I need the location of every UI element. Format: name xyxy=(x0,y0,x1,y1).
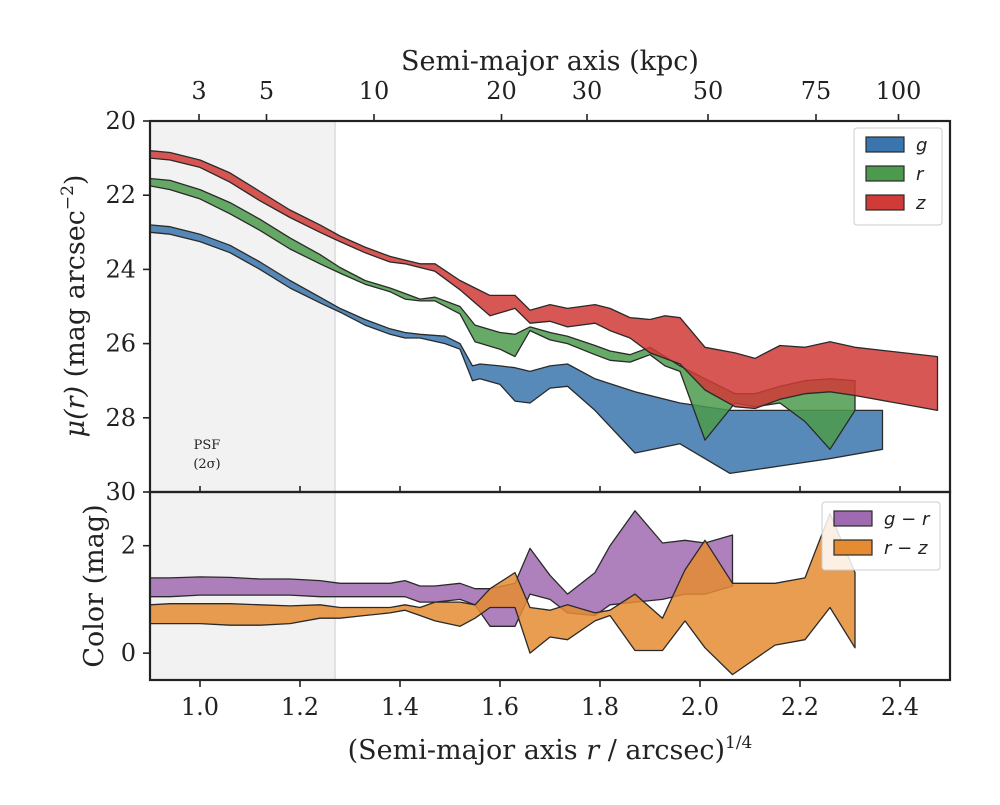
color-index-legend-label-a: r xyxy=(884,538,893,559)
top-y-axis-title-sup: −2 xyxy=(58,185,78,210)
top-x-tick-label-10: 10 xyxy=(359,77,390,105)
top-y-axis-title-var: μ(r) xyxy=(60,386,91,438)
x-tick-label-2-0: 2.0 xyxy=(681,693,719,721)
top-y-axis-title: μ(r) (mag arcsec−2) xyxy=(58,175,91,438)
top-y-axis-title-mid: (mag arcsec xyxy=(60,210,91,386)
x-tick-label-1-2: 1.2 xyxy=(281,693,319,721)
color-index-legend-swatch-g-r xyxy=(833,510,873,527)
x-axis-title-pre: (Semi-major axis xyxy=(348,735,587,766)
bottom-y-tick-label-2: 2 xyxy=(121,532,136,560)
x-tick-label-2-2: 2.2 xyxy=(781,693,819,721)
top-y-tick-label-30: 30 xyxy=(105,478,136,506)
top-y-tick-label-22: 22 xyxy=(105,181,136,209)
x-tick-label-1-8: 1.8 xyxy=(581,693,619,721)
color-index-r-z-band xyxy=(149,512,856,676)
color-index-legend-label-a: g xyxy=(884,509,895,530)
top-x-axis-title: Semi-major axis (kpc) xyxy=(401,46,699,77)
top-x-tick-label-75: 75 xyxy=(801,77,832,105)
top-y-tick-label-20: 20 xyxy=(105,107,136,135)
top-y-tick-label-26: 26 xyxy=(105,330,136,358)
x-axis-title: (Semi-major axis r / arcsec)1/4 xyxy=(348,733,753,766)
color-series-layer xyxy=(149,510,856,676)
color-index-legend-label-b: r xyxy=(922,509,931,530)
color-index-legend-label-op: − xyxy=(895,509,922,530)
top-x-tick-label-100: 100 xyxy=(876,77,922,105)
x-tick-label-1-6: 1.6 xyxy=(481,693,519,721)
brightness-legend-swatch-g xyxy=(865,136,905,153)
axes-frames xyxy=(148,119,952,682)
color-index-legend-label-op: − xyxy=(891,538,918,559)
psf-label-line1: PSF xyxy=(194,438,221,453)
brightness-legend-label-g: g xyxy=(916,135,927,156)
color-index-legend-swatch-r-z xyxy=(833,539,873,556)
top-x-tick-label-30: 30 xyxy=(572,77,603,105)
color-index-legend-label-g-r: g − r xyxy=(884,509,931,530)
brightness-legend-label-r: r xyxy=(916,164,925,185)
x-axis-title-sup: 1/4 xyxy=(725,733,752,753)
brightness-series-layer xyxy=(149,150,939,475)
brightness-r-band xyxy=(149,177,856,450)
color-index-legend-label-r-z: r − z xyxy=(884,538,928,559)
color-index-legend-label-b: z xyxy=(917,538,928,559)
top-y-tick-label-28: 28 xyxy=(105,404,136,432)
brightness-legend-swatch-z xyxy=(865,194,905,211)
top-x-tick-label-5: 5 xyxy=(259,77,274,105)
top-x-tick-label-50: 50 xyxy=(693,77,724,105)
brightness-legend-label-z: z xyxy=(915,193,926,214)
bottom-y-tick-label-0: 0 xyxy=(121,639,136,667)
x-tick-label-1-0: 1.0 xyxy=(181,693,219,721)
bottom-y-axis-title: Color (mag) xyxy=(79,504,110,667)
brightness-z-band xyxy=(149,150,939,412)
x-tick-label-1-4: 1.4 xyxy=(381,693,419,721)
ticks-layer: 1.0 1.2 1.4 1.6 1.8 2.0 2.2 2.43 5 10 20 30 50 75 1002… xyxy=(105,77,921,721)
top-x-tick-label-20: 20 xyxy=(486,77,517,105)
x-axis-title-mid: / arcsec) xyxy=(599,735,725,766)
top-y-axis-title-post: ) xyxy=(60,175,91,186)
top-x-tick-label-3: 3 xyxy=(191,77,206,105)
brightness-legend-swatch-r xyxy=(865,165,905,182)
bottom-panel-frame xyxy=(148,490,952,682)
top-y-tick-label-24: 24 xyxy=(105,255,136,283)
x-tick-label-2-4: 2.4 xyxy=(881,693,919,721)
psf-label-line2: (2σ) xyxy=(193,457,220,472)
x-axis-title-var: r xyxy=(586,735,601,766)
